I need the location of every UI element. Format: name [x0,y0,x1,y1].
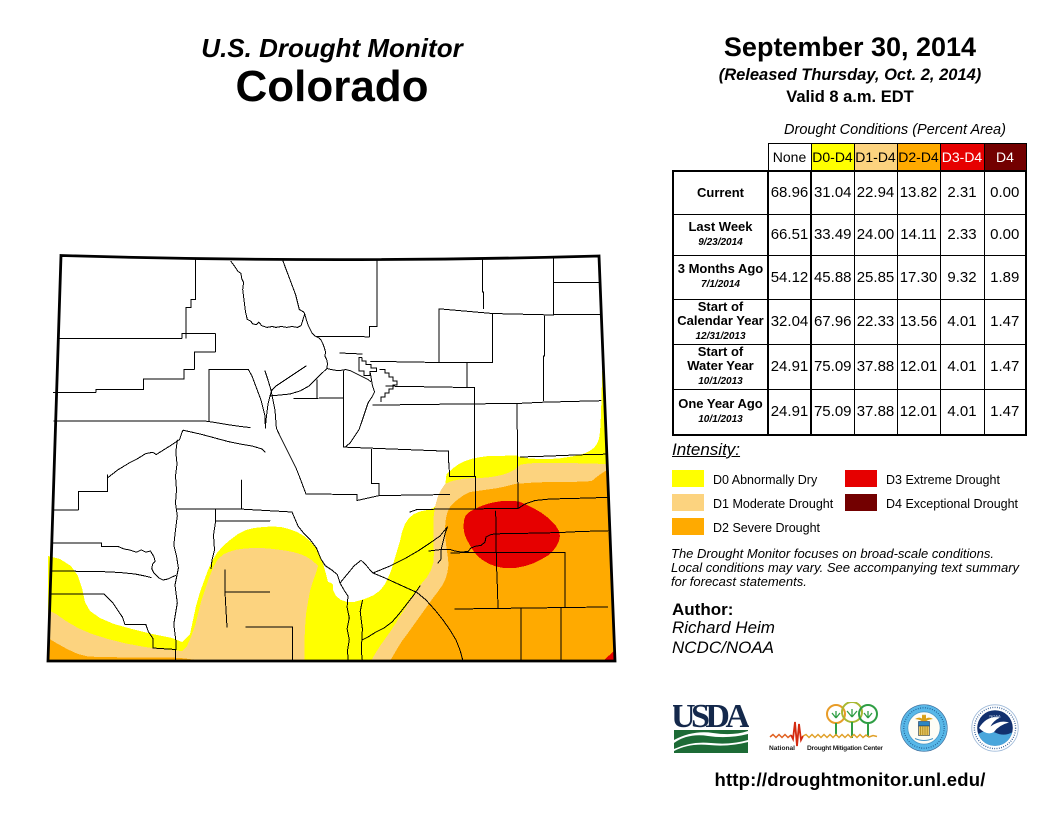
svg-text:NOAA: NOAA [989,714,1001,719]
svg-text:Drought Mitigation Center: Drought Mitigation Center [807,745,883,752]
svg-text:National: National [769,745,795,752]
svg-text:USDA: USDA [673,699,749,735]
